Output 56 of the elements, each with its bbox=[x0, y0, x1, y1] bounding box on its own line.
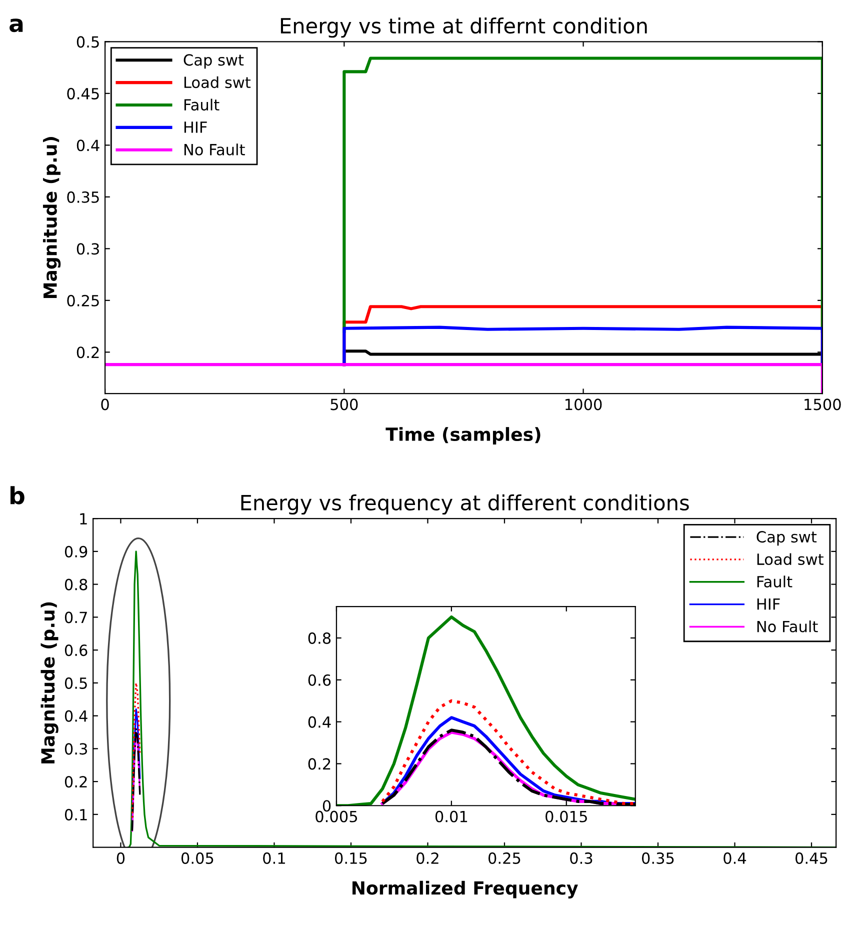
x-tick-label: 0.05 bbox=[181, 852, 214, 864]
y-tick-label: 0.2 bbox=[308, 758, 330, 770]
x-tick-label: 1000 bbox=[566, 398, 602, 410]
text: b bbox=[10, 486, 24, 504]
legend-label: No Fault bbox=[757, 620, 818, 632]
y-tick-label: 0.4 bbox=[308, 716, 331, 728]
y-tick-label: 1 bbox=[80, 513, 87, 524]
x-tick-label: 0.25 bbox=[488, 852, 520, 864]
x-tick-label: 500 bbox=[330, 398, 358, 410]
x-tick-label: 0.3 bbox=[570, 852, 592, 864]
x-axis-title: Normalized Frequency bbox=[352, 880, 578, 898]
legend-label: Cap swt bbox=[184, 54, 244, 69]
x-tick-label: 0.005 bbox=[316, 810, 358, 822]
legend-label: Load swt bbox=[184, 76, 251, 88]
x-axis-title: Time (samples) bbox=[386, 427, 540, 445]
x-tick-label: 0.2 bbox=[416, 852, 438, 864]
y-tick-label: 0.4 bbox=[64, 710, 88, 722]
y-tick-label: 0.2 bbox=[64, 776, 87, 788]
y-tick-label: 0.2 bbox=[76, 346, 99, 358]
x-tick-label: 1500 bbox=[804, 398, 841, 410]
chart-title: Energy vs time at differnt condition bbox=[280, 18, 647, 38]
x-tick-label: 0 bbox=[116, 852, 125, 864]
x-tick-label: 0.35 bbox=[642, 852, 674, 864]
y-tick-label: 0.7 bbox=[64, 612, 87, 624]
y-tick-label: 0.5 bbox=[64, 677, 87, 689]
y-tick-label: 0.8 bbox=[64, 578, 88, 590]
y-tick-label: 0.6 bbox=[308, 674, 331, 686]
x-tick-label: 0.1 bbox=[263, 852, 285, 864]
x-tick-label: 0.4 bbox=[724, 852, 746, 864]
y-axis-title: Magnitude (p.u) bbox=[42, 137, 61, 298]
y-tick-label: 0.9 bbox=[64, 546, 88, 558]
y-tick-label: 0.35 bbox=[67, 191, 99, 203]
legend-label: Fault bbox=[184, 98, 220, 111]
y-tick-label: 0.3 bbox=[64, 743, 87, 755]
legend-label: HIF bbox=[184, 122, 207, 133]
legend-label: HIF bbox=[757, 598, 780, 610]
y-tick-label: 0.6 bbox=[64, 644, 88, 656]
y-tick-label: 0.45 bbox=[67, 88, 99, 100]
x-tick-label: 0.015 bbox=[546, 810, 587, 822]
text: a bbox=[10, 18, 23, 32]
y-tick-label: 0.4 bbox=[76, 140, 100, 152]
legend-label: Load swt bbox=[757, 553, 824, 566]
x-tick-label: 0 bbox=[101, 398, 109, 410]
x-tick-label: 0.15 bbox=[334, 852, 367, 864]
y-axis-title: Magnitude (p.u) bbox=[40, 602, 58, 764]
y-tick-label: 0.3 bbox=[76, 243, 99, 255]
x-tick-label: 0.45 bbox=[796, 852, 828, 864]
y-tick-label: 0.25 bbox=[67, 294, 99, 306]
y-tick-label: 0 bbox=[322, 800, 331, 812]
y-tick-label: 0.8 bbox=[308, 632, 331, 644]
legend-label: Fault bbox=[757, 576, 792, 588]
x-tick-label: 0.01 bbox=[435, 810, 468, 822]
y-tick-label: 0.5 bbox=[76, 36, 99, 48]
legend-label: No Fault bbox=[184, 144, 245, 156]
legend-label: Cap swt bbox=[756, 531, 817, 546]
chart-title: Energy vs frequency at different conditions bbox=[241, 494, 689, 515]
